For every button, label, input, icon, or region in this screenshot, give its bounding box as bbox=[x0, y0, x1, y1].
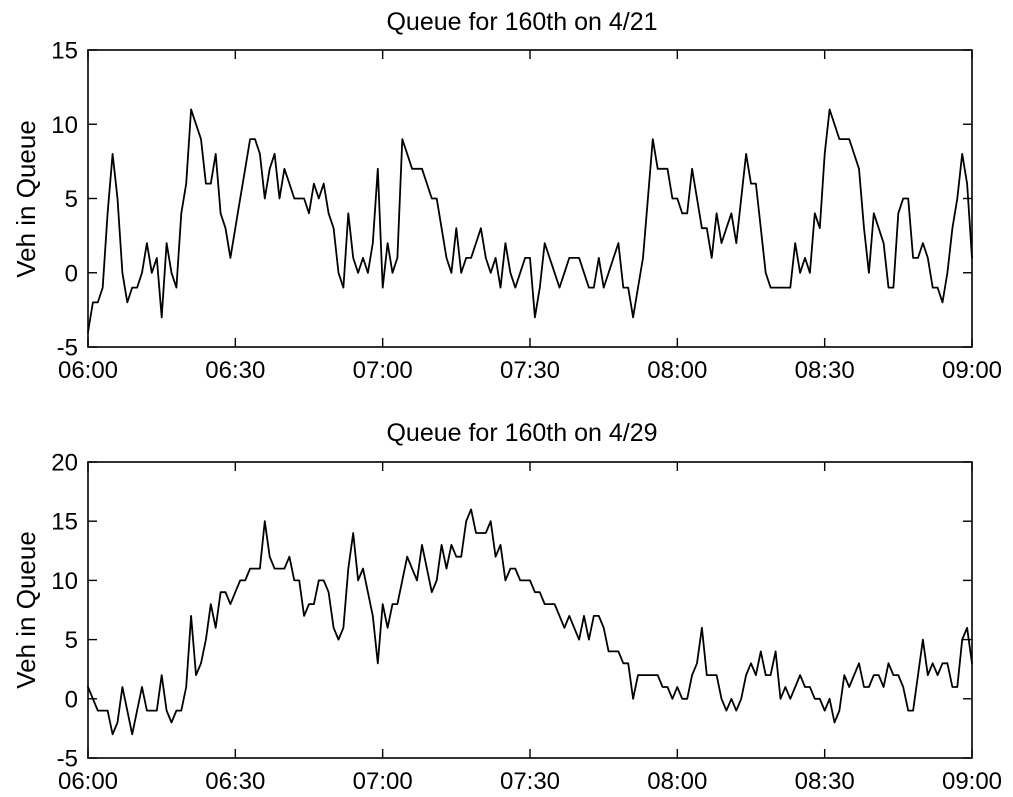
plot-area: 06:00 06:30 07:00 07:30 08:00 08:30 09:00 -5 0 5 1… bbox=[51, 38, 1002, 385]
plot-area: 06:00 06:30 07:00 07:30 08:00 08:30 09:00 -5 0 5 1… bbox=[51, 450, 1002, 796]
x-tick-label: 09:00 bbox=[942, 768, 1002, 795]
x-tick-label: 06:30 bbox=[205, 357, 265, 384]
series-line bbox=[87, 508, 973, 736]
x-tick-label: 08:00 bbox=[647, 357, 707, 384]
y-tick-label: 5 bbox=[65, 186, 78, 213]
chart-panel-top: Queue for 160th on 4/21 Veh in Queue 06:… bbox=[11, 8, 1002, 384]
chart-title: Queue for 160th on 4/21 bbox=[386, 8, 657, 36]
y-tick-label: 10 bbox=[51, 112, 78, 139]
x-tick-label: 08:00 bbox=[647, 768, 707, 795]
x-tick-label: 08:30 bbox=[795, 357, 855, 384]
y-tick-label: 15 bbox=[51, 38, 78, 65]
x-tick-label: 07:00 bbox=[353, 768, 413, 795]
x-tick-label: 08:30 bbox=[795, 768, 855, 795]
y-axis-label: Veh in Queue bbox=[11, 531, 41, 689]
y-tick-label: -5 bbox=[57, 746, 78, 773]
chart-title: Queue for 160th on 4/29 bbox=[386, 419, 657, 447]
x-tick-label: 07:00 bbox=[353, 357, 413, 384]
y-tick-label: 15 bbox=[51, 509, 78, 536]
x-tick-label: 06:00 bbox=[58, 357, 118, 384]
y-tick-label: 20 bbox=[51, 450, 78, 477]
x-tick-label: 07:30 bbox=[500, 768, 560, 795]
series-line bbox=[87, 108, 973, 333]
y-tick-label: 5 bbox=[65, 627, 78, 654]
chart-panel-bottom: Queue for 160th on 4/29 Veh in Queue 06:… bbox=[11, 419, 1002, 795]
y-axis-label: Veh in Queue bbox=[11, 120, 41, 278]
y-tick-label: 0 bbox=[65, 686, 78, 713]
y-tick-label: -5 bbox=[57, 335, 78, 362]
x-tick-label: 07:30 bbox=[500, 357, 560, 384]
x-tick-label: 09:00 bbox=[942, 357, 1002, 384]
y-tick-label: 10 bbox=[51, 568, 78, 595]
x-tick-label: 06:00 bbox=[58, 768, 118, 795]
x-tick-label: 06:30 bbox=[205, 768, 265, 795]
y-tick-label: 0 bbox=[65, 260, 78, 287]
